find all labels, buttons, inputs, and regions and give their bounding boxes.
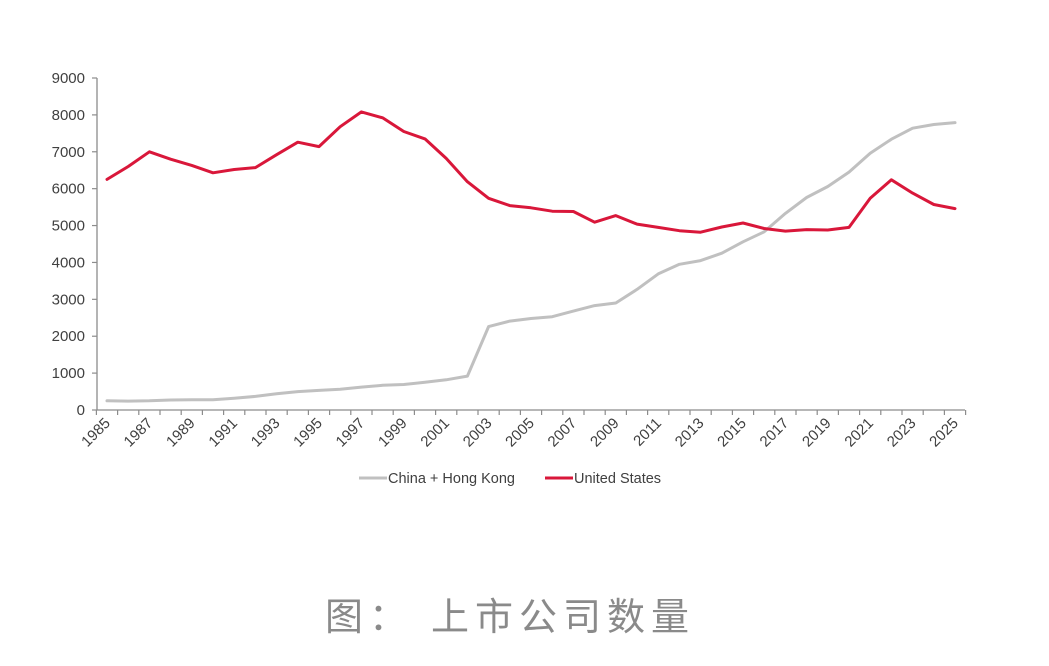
y-tick-label: 0 [77, 402, 85, 419]
x-tick-label: 1999 [375, 415, 411, 451]
x-tick-label: 2015 [714, 415, 750, 451]
series-line-china-hong-kong [105, 121, 957, 403]
x-tick-label: 1985 [78, 415, 114, 451]
x-tick-label: 1987 [121, 415, 157, 451]
figure-caption: 图： 上市公司数量 [324, 595, 696, 639]
y-axis: 0 1000 2000 3000 4000 5000 6000 7000 8000 9000 [52, 70, 98, 419]
x-tick-label: 2001 [417, 415, 453, 451]
y-tick-label: 4000 [52, 254, 85, 271]
y-tick-label: 3000 [52, 291, 85, 308]
x-tick-label: 1995 [290, 415, 326, 451]
x-axis: 1985 1987 1989 1991 1993 1995 1997 1999 2001 2003… [78, 409, 967, 451]
x-tick-label: 2019 [799, 415, 835, 451]
x-tick-label: 2021 [841, 415, 877, 451]
series-lines [105, 110, 957, 403]
x-tick-label: 1991 [205, 415, 241, 451]
x-tick-label: 2017 [757, 415, 793, 451]
x-tick-label: 1989 [163, 415, 199, 451]
y-tick-label: 2000 [52, 328, 85, 345]
x-tick-label: 2007 [545, 415, 581, 451]
x-tick-label: 2005 [502, 415, 538, 451]
line-chart: 0 1000 2000 3000 4000 5000 6000 7000 8000 9000 19… [52, 70, 967, 487]
x-tick-label: 2025 [926, 415, 962, 451]
x-tick-label: 1993 [248, 415, 284, 451]
y-tick-label: 5000 [52, 218, 85, 235]
y-tick-label: 8000 [52, 107, 85, 124]
y-tick-label: 7000 [52, 144, 85, 161]
x-tick-label: 1997 [333, 415, 369, 451]
legend-label: China + Hong Kong [388, 471, 515, 487]
y-tick-label: 6000 [52, 181, 85, 198]
y-tick-label: 1000 [52, 365, 85, 382]
x-tick-label: 2011 [630, 415, 665, 450]
legend: China + Hong Kong United States [359, 471, 661, 487]
x-tick-label: 2003 [460, 415, 496, 451]
x-tick-label: 2009 [587, 415, 623, 451]
series-line-united-states [105, 110, 957, 234]
legend-label: United States [574, 471, 661, 487]
y-tick-label: 9000 [52, 70, 85, 87]
x-tick-label: 2013 [672, 415, 708, 451]
x-tick-label: 2023 [884, 415, 920, 451]
